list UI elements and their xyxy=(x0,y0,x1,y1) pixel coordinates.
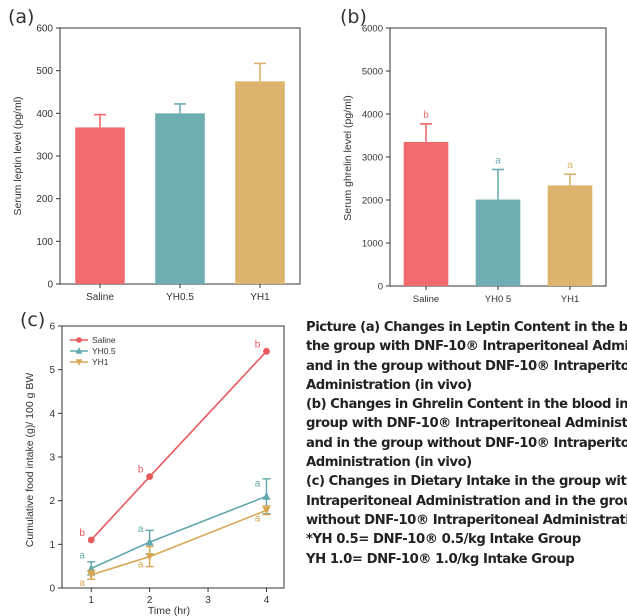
caption-line: Picture (a) Changes in Leptin Content in… xyxy=(306,320,627,335)
significance-label: a xyxy=(255,513,261,524)
caption-line: group with DNF-10® Intraperitoneal Admin… xyxy=(306,416,627,432)
data-point xyxy=(76,337,82,343)
y-axis-label: Cumulative food intake (g)/ 100 g BW xyxy=(24,373,36,548)
series-line xyxy=(90,350,268,541)
caption-line: and in the group without DNF-10® Intrape… xyxy=(306,435,627,451)
y-tick-label: 500 xyxy=(36,66,53,77)
bar xyxy=(403,141,449,286)
significance-label: b xyxy=(138,465,144,476)
significance-label: b xyxy=(255,339,261,350)
y-tick-label: 4000 xyxy=(362,110,383,121)
caption-line: (b) Changes in Ghrelin Content in the bl… xyxy=(306,397,627,413)
bar xyxy=(155,113,205,284)
significance-label: b xyxy=(423,110,429,121)
caption-line: and in the group without DNF-10® Intrape… xyxy=(306,358,627,374)
figure-caption: Picture (a) Changes in Leptin Content in… xyxy=(306,318,627,569)
y-tick-label: 0 xyxy=(378,282,383,293)
bar xyxy=(547,185,593,286)
bar xyxy=(475,199,521,286)
x-tick-label: Saline xyxy=(413,294,439,305)
caption-line: (c) Changes in Dietary Intake in the gro… xyxy=(306,474,627,490)
data-point xyxy=(146,473,154,481)
y-tick-label: 4 xyxy=(49,409,55,420)
caption-line: Intraperitoneal Administration and in th… xyxy=(306,493,627,509)
y-tick-label: 300 xyxy=(36,152,53,163)
panel-label-c: (c) xyxy=(20,309,46,331)
y-tick-label: 0 xyxy=(49,584,55,595)
y-tick-label: 1000 xyxy=(362,239,383,250)
x-tick-label: 2 xyxy=(147,595,153,606)
panel-label-a: (a) xyxy=(8,6,35,28)
series-line xyxy=(90,495,267,570)
food-intake-line-chart: 0 1 2 3 4 5 6 1 2 3 4 Time (hr) Cumulative food inta… xyxy=(24,322,285,616)
panel-label-b: (b) xyxy=(340,6,367,28)
significance-label: a xyxy=(138,560,144,571)
x-tick-label: 1 xyxy=(88,595,94,606)
y-tick-label: 100 xyxy=(36,237,53,248)
x-tick-label: 3 xyxy=(205,595,211,606)
caption-line: *YH 0.5= DNF-10® 0.5/kg Intake Group xyxy=(306,532,581,548)
y-tick-label: 3 xyxy=(49,453,55,464)
significance-label: a xyxy=(138,524,144,535)
significance-label: b xyxy=(79,528,85,539)
x-tick-label: 4 xyxy=(264,595,270,606)
data-point xyxy=(75,347,83,354)
data-point xyxy=(263,347,270,355)
x-tick-label: YH1 xyxy=(250,292,270,300)
y-axis-label: Serum ghrelin level (pg/ml) xyxy=(342,95,354,220)
x-tick-label: YH0.5 xyxy=(166,292,194,300)
caption-line: Administration (in vivo) xyxy=(306,377,472,393)
significance-label: a xyxy=(567,160,573,171)
series-line xyxy=(90,509,267,576)
data-point xyxy=(75,359,83,366)
y-tick-label: 6000 xyxy=(362,24,383,35)
caption-line: without DNF-10® Intraperitoneal Administ… xyxy=(306,512,627,528)
x-axis-label: Time (hr) xyxy=(148,605,190,616)
significance-label: a xyxy=(79,578,85,589)
significance-label: a xyxy=(79,550,85,561)
ghrelin-bar-chart: 0 1000 2000 3000 4000 5000 6000 Serum ghrelin l… xyxy=(342,24,607,305)
y-tick-label: 1 xyxy=(49,540,55,551)
y-tick-label: 2 xyxy=(49,496,55,507)
x-tick-label: Saline xyxy=(86,292,114,300)
legend-label: YH0.5 xyxy=(92,346,116,356)
y-axis-label: Serum leptin level (pg/ml) xyxy=(12,96,24,215)
y-tick-label: 5000 xyxy=(362,67,383,78)
caption-line: the group with DNF-10® Intraperitoneal A… xyxy=(306,339,627,355)
data-point xyxy=(87,536,95,544)
caption-line: Administration (in vivo) xyxy=(306,455,472,471)
bar xyxy=(235,81,285,284)
leptin-bar-chart: 0 100 200 300 400 500 600 Serum leptin level (p… xyxy=(12,24,301,300)
data-point xyxy=(87,571,96,580)
caption-line: YH 1.0= DNF-10® 1.0/kg Intake Group xyxy=(306,551,575,567)
data-point xyxy=(262,506,271,515)
data-point xyxy=(87,563,96,572)
data-point xyxy=(145,553,154,561)
bar xyxy=(75,127,125,284)
y-tick-label: 200 xyxy=(36,194,53,205)
x-tick-label: YH0 5 xyxy=(485,294,511,305)
y-tick-label: 3000 xyxy=(362,153,383,164)
legend-label: Saline xyxy=(92,335,116,345)
y-tick-label: 600 xyxy=(36,24,53,35)
y-tick-label: 400 xyxy=(36,109,53,120)
significance-label: a xyxy=(255,478,261,489)
y-tick-label: 6 xyxy=(49,322,55,333)
y-tick-label: 2000 xyxy=(362,196,383,207)
legend-label: YH1 xyxy=(92,357,109,367)
data-point xyxy=(262,491,271,500)
y-tick-label: 0 xyxy=(47,280,53,291)
y-tick-label: 5 xyxy=(49,365,55,376)
significance-label: a xyxy=(495,155,501,166)
data-point xyxy=(145,537,154,546)
x-tick-label: YH1 xyxy=(561,294,579,305)
